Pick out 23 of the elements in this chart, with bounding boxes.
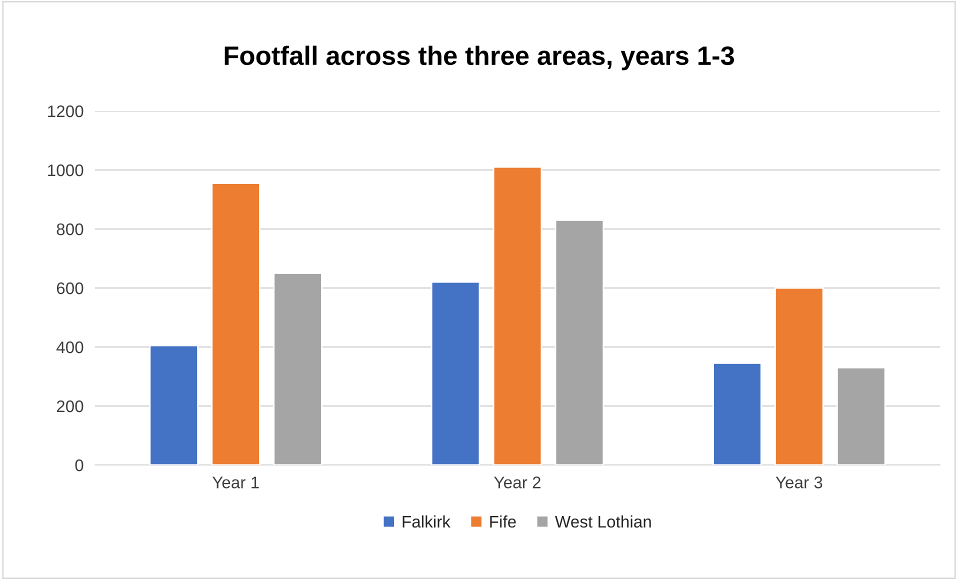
x-tick-label: Year 2 bbox=[494, 476, 540, 488]
bar bbox=[712, 362, 762, 465]
bar bbox=[492, 166, 542, 465]
x-tick-label: Year 3 bbox=[776, 476, 822, 488]
bar bbox=[774, 287, 824, 465]
bar bbox=[836, 366, 886, 465]
bar bbox=[273, 272, 322, 465]
bar bbox=[554, 219, 604, 465]
y-tick-label: 1200 bbox=[48, 105, 84, 118]
y-tick-label: 800 bbox=[56, 223, 84, 236]
legend-label: West Lothian bbox=[555, 515, 651, 528]
legend-label: Fife bbox=[490, 515, 516, 528]
y-tick-label: 0 bbox=[75, 459, 84, 472]
y-tick-label: 200 bbox=[56, 400, 84, 412]
legend-label: Falkirk bbox=[402, 515, 451, 528]
bar bbox=[211, 182, 260, 465]
chart-title: Footfall across the three areas, years 1-3 bbox=[224, 46, 734, 70]
bar bbox=[149, 344, 199, 465]
x-tick-label: Year 1 bbox=[212, 476, 259, 488]
y-tick-label: 400 bbox=[56, 341, 84, 354]
y-tick-label: 600 bbox=[56, 282, 84, 294]
bar bbox=[430, 281, 480, 465]
y-tick-label: 1000 bbox=[48, 164, 84, 176]
